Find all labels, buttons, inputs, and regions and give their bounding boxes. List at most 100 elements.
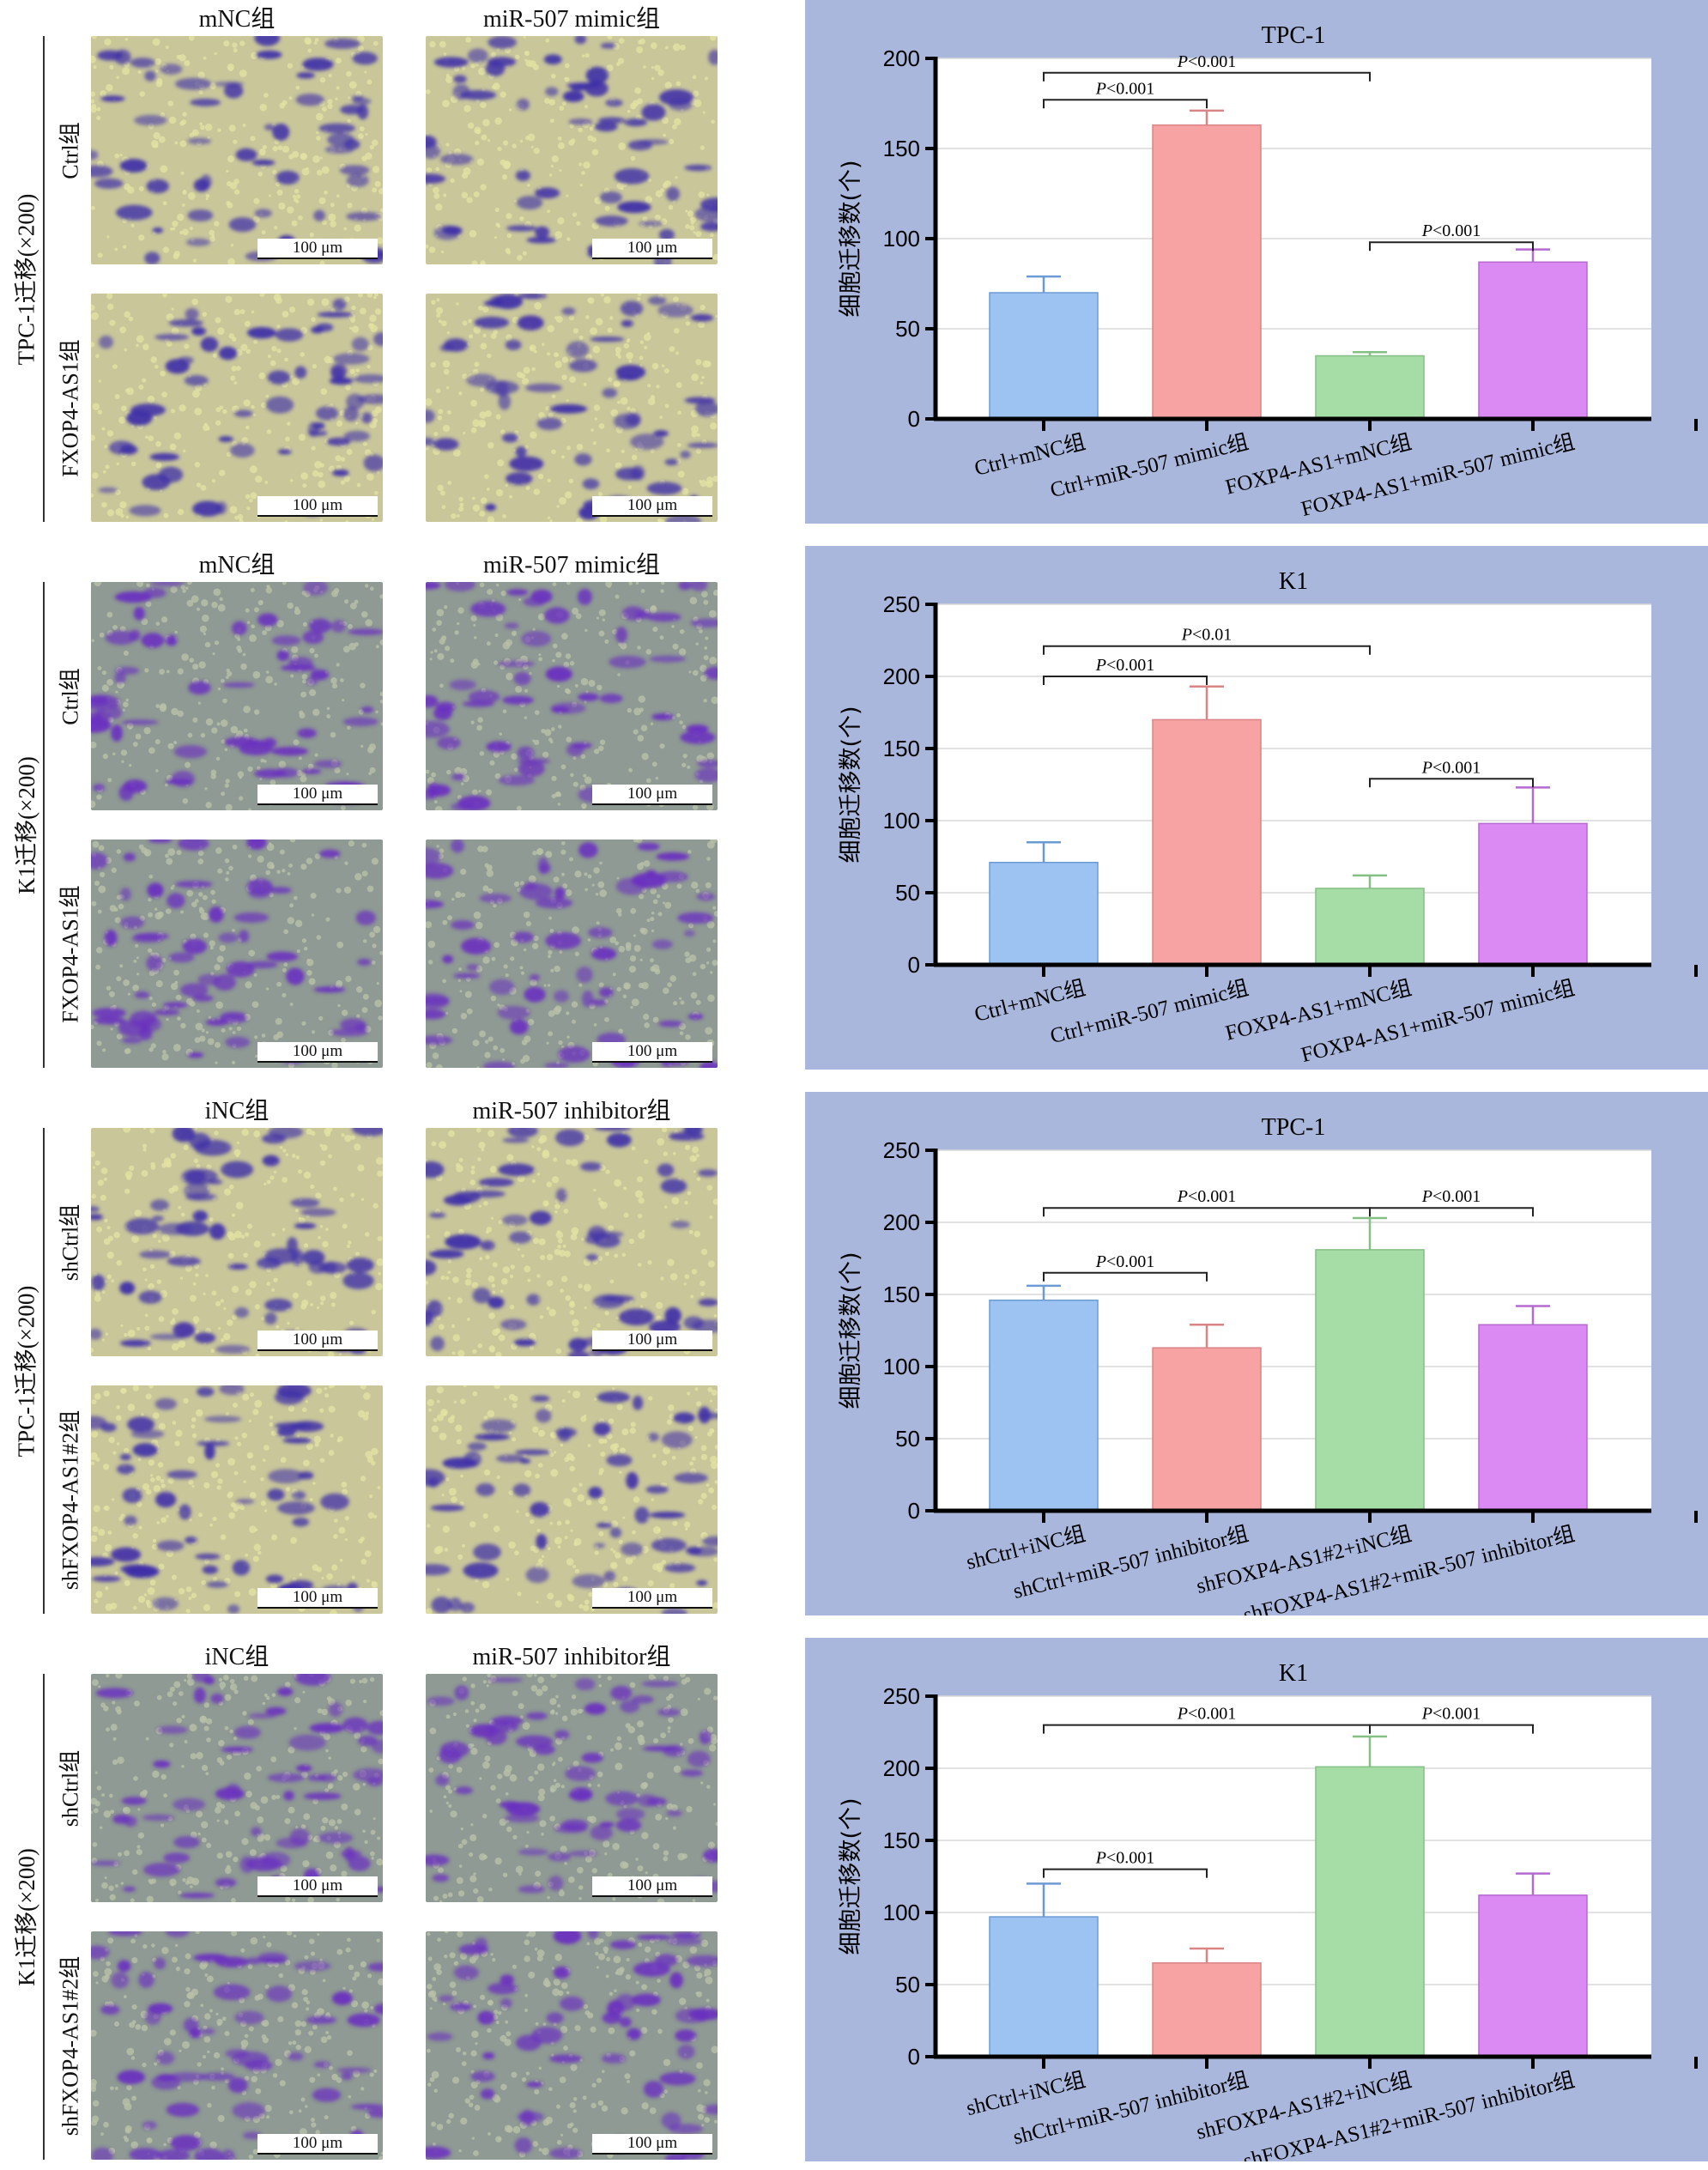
scale-bar: 100 μm [592,239,712,259]
column-title: miR-507 inhibitor组 [426,1092,718,1126]
bar [1153,1963,1261,2057]
scale-bar: 100 μm [592,1876,712,1897]
row-bracket [43,582,45,1068]
y-tick-label: 50 [895,1426,920,1452]
row-label: TPC-1迁移(×200) [9,34,39,524]
sub-row-label-text: Ctrl组 [53,668,85,724]
micrograph-image [426,1931,718,2160]
micrograph-image [426,840,718,1068]
bar [1479,1895,1587,2057]
bar [990,1300,1098,1511]
sub-row-label: shFXOP4-AS1#2组 [51,1931,86,2160]
y-tick-label: 100 [883,226,920,252]
bar [990,1917,1098,2057]
scale-bar: 100 μm [257,239,378,259]
sub-row-label-text: shFXOP4-AS1#2组 [53,1409,85,1590]
y-tick-label: 250 [883,1137,920,1163]
scale-bar: 100 μm [257,2134,378,2155]
y-tick-label: 150 [883,136,920,161]
row-label: K1迁移(×200) [9,1672,39,2161]
y-axis-label: 细胞迁移数(个) [838,706,864,863]
y-tick-label: 200 [883,1209,920,1235]
micrograph: 100 μm [426,294,718,522]
scale-bar: 100 μm [592,1588,712,1609]
chart-title: TPC-1 [1262,1114,1326,1141]
row-label-text: TPC-1迁移(×200) [8,1285,41,1457]
sub-row-label: FXOP4-AS1组 [51,294,86,522]
row-bracket [43,1128,45,1614]
micrograph: 100 μm [426,1128,718,1356]
micrograph: 100 μm [91,1931,383,2160]
y-tick-label: 100 [883,1354,920,1379]
column-title: miR-507 mimic组 [426,546,718,580]
row-label: K1迁移(×200) [9,580,39,1070]
micrograph-image [426,582,718,810]
scale-bar: 100 μm [257,1588,378,1609]
row-bracket [43,36,45,522]
sub-row-label-text: Ctrl组 [53,122,85,179]
bar-chart: K1050100150200250细胞迁移数(个)Ctrl+mNC组Ctrl+m… [805,546,1708,1070]
chart-title: K1 [1279,1660,1308,1687]
bar [1479,1324,1587,1511]
scale-bar: 100 μm [592,785,712,805]
bar [1153,1348,1261,1511]
bar [990,293,1098,419]
x-category-label: Ctrl+mNC组 [972,430,1087,481]
micrograph-image [91,36,383,264]
chart-title: TPC-1 [1262,22,1326,49]
scale-bar: 100 μm [257,785,378,805]
sub-row-label-text: FXOP4-AS1组 [53,885,85,1022]
y-axis-label: 细胞迁移数(个) [838,1252,864,1409]
y-tick-label: 50 [895,316,920,342]
row-label-text: K1迁移(×200) [8,756,41,894]
micrograph-image [426,36,718,264]
bar [1479,823,1587,965]
micrograph-image [91,1931,383,2160]
row-label-text: TPC-1迁移(×200) [8,193,41,365]
micrograph-image [426,1674,718,1902]
micrograph-image [426,294,718,522]
y-tick-label: 100 [883,808,920,833]
y-axis-label: 细胞迁移数(个) [838,160,864,317]
bar-chart: TPC-1050100150200细胞迁移数(个)Ctrl+mNC组Ctrl+m… [805,0,1708,524]
sub-row-label: shFXOP4-AS1#2组 [51,1385,86,1614]
micrograph: 100 μm [426,582,718,810]
y-tick-label: 150 [883,1282,920,1307]
column-title: miR-507 inhibitor组 [426,1638,718,1672]
y-tick-label: 0 [908,952,920,978]
column-title: mNC组 [91,0,383,34]
y-tick-label: 50 [895,880,920,906]
micrograph: 100 μm [91,1128,383,1356]
scale-bar: 100 μm [257,496,378,517]
micrograph: 100 μm [426,1674,718,1902]
bar-chart: K1050100150200250细胞迁移数(个)shCtrl+iNC组shCt… [805,1638,1708,2161]
column-title: miR-507 mimic组 [426,0,718,34]
micrograph: 100 μm [91,1674,383,1902]
scale-bar: 100 μm [592,2134,712,2155]
bar [1316,1250,1424,1511]
x-category-label: Ctrl+mNC组 [972,976,1087,1027]
scale-bar: 100 μm [592,1330,712,1351]
micrograph: 100 μm [91,36,383,264]
row-bracket [43,1674,45,2160]
micrograph: 100 μm [91,1385,383,1614]
micrograph-image [91,840,383,1068]
row-label-text: K1迁移(×200) [8,1848,41,1986]
bar [1316,356,1424,420]
sub-row-label-text: shCtrl组 [53,1203,85,1281]
row-label: TPC-1迁移(×200) [9,1126,39,1615]
bar [1153,719,1261,965]
micrograph-image [426,1128,718,1356]
scale-bar: 100 μm [257,1330,378,1351]
y-tick-label: 200 [883,664,920,689]
bar [990,863,1098,965]
micrograph-image [91,1385,383,1614]
column-title: iNC组 [91,1638,383,1672]
bar [1479,262,1587,419]
column-title: mNC组 [91,546,383,580]
y-tick-label: 200 [883,45,920,71]
y-tick-label: 0 [908,2044,920,2070]
